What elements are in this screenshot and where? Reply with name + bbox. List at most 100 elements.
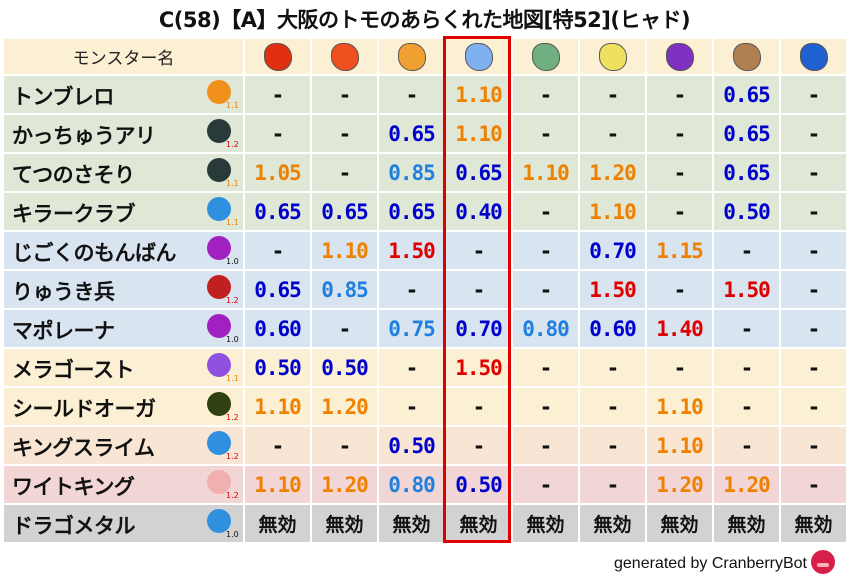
resistance-value: 0.65 xyxy=(245,271,310,308)
level-badge: 1.1 xyxy=(226,374,239,383)
resistance-value: 1.10 xyxy=(647,427,712,464)
monster-name: キングスライム xyxy=(12,436,155,460)
monster-name: じごくのもんばん xyxy=(12,241,177,265)
level-badge: 1.0 xyxy=(226,335,239,344)
water-icon xyxy=(799,42,828,71)
table-row: ワイトキング 1.2 1.10 1.20 0.80 0.50- -1.20 1.20- xyxy=(4,466,846,503)
resistance-value: - xyxy=(714,427,779,464)
resistance-value: 1.20 xyxy=(580,154,645,191)
scorpion-icon xyxy=(207,158,231,182)
element-header xyxy=(580,39,645,74)
resistance-value: 0.50 xyxy=(379,427,444,464)
table-row: じごくのもんばん 1.0-1.10 1.50- -0.70 1.15- - xyxy=(4,232,846,269)
table-row: キングスライム 1.2- -0.50- - -1.10- - xyxy=(4,427,846,464)
resistance-value: 0.65 xyxy=(714,154,779,191)
level-badge: 1.2 xyxy=(226,296,239,305)
monster-name: かっちゅうアリ xyxy=(12,124,156,148)
resistance-value: - xyxy=(781,154,846,191)
resistance-value: 1.40 xyxy=(647,310,712,347)
resistance-value: - xyxy=(647,154,712,191)
resistance-value: - xyxy=(513,388,578,425)
level-badge: 1.1 xyxy=(226,101,239,110)
resistance-table: モンスター名 トンブレロ 1.1- - -1.10- - -0.65- かっちゅうアリ 1.2-… xyxy=(2,37,848,544)
resistance-value: 1.50 xyxy=(580,271,645,308)
element-header xyxy=(446,39,511,74)
resistance-value: 0.60 xyxy=(245,310,310,347)
resistance-value: - xyxy=(781,76,846,113)
resistance-value: - xyxy=(580,427,645,464)
table-row: りゅうき兵 1.2 0.65 0.85- - -1.50-1.50- xyxy=(4,271,846,308)
resistance-value: - xyxy=(446,232,511,269)
level-badge: 1.2 xyxy=(226,491,239,500)
level-badge: 1.2 xyxy=(226,140,239,149)
table-row: マポレーナ 1.0 0.60-0.75 0.70 0.80 0.60 1.40- - xyxy=(4,310,846,347)
resistance-value: - xyxy=(513,271,578,308)
ice-icon xyxy=(464,42,493,71)
paw-icon xyxy=(207,80,231,104)
resistance-value: 0.80 xyxy=(513,310,578,347)
resistance-value: 1.10 xyxy=(245,388,310,425)
resistance-value: - xyxy=(245,76,310,113)
resistance-value: 1.10 xyxy=(647,388,712,425)
resistance-value: 1.10 xyxy=(245,466,310,503)
resistance-value: 0.65 xyxy=(446,154,511,191)
resistance-value: - xyxy=(781,232,846,269)
table-row: ドラゴメタル 1.0 無効 無効 無効 無効 無効 無効 無効 無効 無効 xyxy=(4,505,846,542)
resistance-value: - xyxy=(245,427,310,464)
resistance-value: - xyxy=(781,193,846,230)
resistance-value: - xyxy=(647,193,712,230)
element-header xyxy=(647,39,712,74)
header-row: モンスター名 xyxy=(4,39,846,74)
resistance-value: 0.65 xyxy=(245,193,310,230)
monster-name: りゅうき兵 xyxy=(12,280,115,304)
monster-cell: マポレーナ 1.0 xyxy=(4,310,243,347)
resistance-value: - xyxy=(312,310,377,347)
resistance-value: - xyxy=(714,388,779,425)
monster-name-header: モンスター名 xyxy=(4,39,243,74)
resistance-value: 1.50 xyxy=(379,232,444,269)
monster-cell: キラークラブ 1.1 xyxy=(4,193,243,230)
resistance-value: 1.20 xyxy=(714,466,779,503)
resistance-value: 無効 xyxy=(513,505,578,542)
monster-cell: かっちゅうアリ 1.2 xyxy=(4,115,243,152)
table-row: メラゴースト 1.1 0.50 0.50-1.50- - - - - xyxy=(4,349,846,386)
resistance-value: - xyxy=(513,349,578,386)
resistance-value: 無効 xyxy=(714,505,779,542)
resistance-value: 0.65 xyxy=(714,115,779,152)
resistance-value: 1.10 xyxy=(580,193,645,230)
monster-cell: じごくのもんばん 1.0 xyxy=(4,232,243,269)
resistance-value: 0.85 xyxy=(312,271,377,308)
monster-cell: シールドオーガ 1.2 xyxy=(4,388,243,425)
resistance-value: 0.50 xyxy=(446,466,511,503)
explosion-icon xyxy=(397,42,426,71)
resistance-value: 0.65 xyxy=(714,76,779,113)
resistance-value: - xyxy=(379,271,444,308)
element-header xyxy=(245,39,310,74)
slime-icon xyxy=(207,431,231,455)
resistance-value: - xyxy=(647,76,712,113)
resistance-value: 1.10 xyxy=(312,232,377,269)
dark-icon xyxy=(665,42,694,71)
resistance-value: 0.65 xyxy=(379,193,444,230)
resistance-value: - xyxy=(513,466,578,503)
resistance-value: 1.20 xyxy=(312,388,377,425)
monster-cell: ワイトキング 1.2 xyxy=(4,466,243,503)
resistance-value: - xyxy=(781,388,846,425)
resistance-value: 無効 xyxy=(446,505,511,542)
resistance-value: - xyxy=(647,349,712,386)
trident-icon xyxy=(207,314,231,338)
resistance-value: - xyxy=(781,310,846,347)
table-row: トンブレロ 1.1- - -1.10- - -0.65- xyxy=(4,76,846,113)
element-header xyxy=(312,39,377,74)
monster-name: シールドオーガ xyxy=(12,397,156,421)
resistance-value: 0.65 xyxy=(379,115,444,152)
resistance-value: 0.80 xyxy=(379,466,444,503)
resistance-value: - xyxy=(781,427,846,464)
resistance-value: 0.50 xyxy=(714,193,779,230)
resistance-value: 無効 xyxy=(312,505,377,542)
element-header xyxy=(513,39,578,74)
resistance-value: 1.10 xyxy=(446,115,511,152)
resistance-value: 無効 xyxy=(781,505,846,542)
resistance-value: 0.60 xyxy=(580,310,645,347)
resistance-value: - xyxy=(647,115,712,152)
